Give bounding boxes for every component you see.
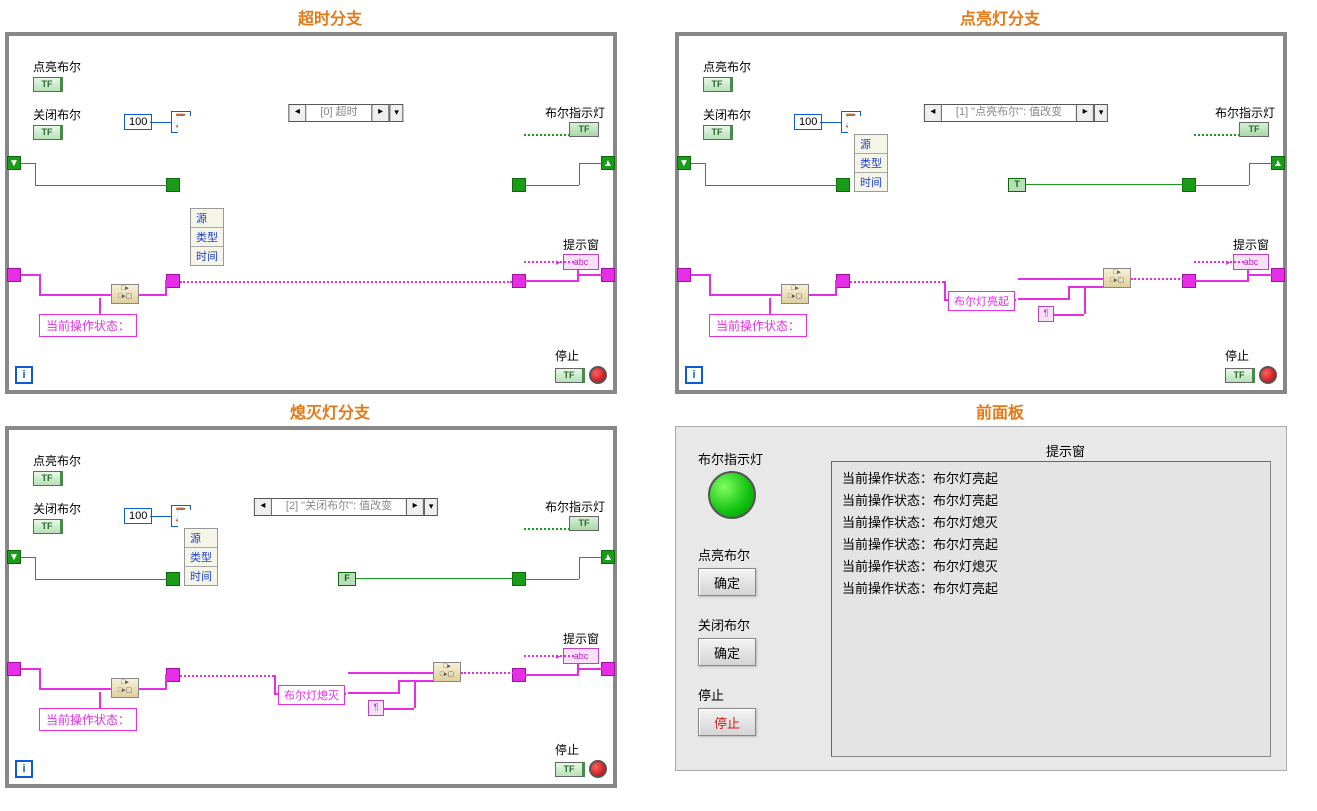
panel-front: 前面板 布尔指示灯 点亮布尔 确定 关闭布尔 确定 停止 停止 提示窗 当前操作… — [675, 399, 1317, 788]
shift-reg-left-g: ▼ — [7, 156, 21, 170]
loop-iteration-terminal: i — [685, 366, 703, 384]
title-lighton: 点亮灯分支 — [675, 5, 1317, 29]
eol-constant: ¶ — [1038, 306, 1054, 322]
log-line: 当前操作状态：布尔灯亮起 — [842, 468, 1260, 490]
layout-grid: 超时分支 i 点亮布尔 TF 关闭布尔 TF 100 ⌛ — [0, 0, 1317, 793]
front-panel: 布尔指示灯 点亮布尔 确定 关闭布尔 确定 停止 停止 提示窗 当前操作状态：布… — [675, 426, 1287, 771]
event-structure[interactable]: ◂ [2] "关闭布尔": 值改变 ▸ ▾ 源 类型 时间 F — [168, 500, 524, 708]
panel-timeout: 超时分支 i 点亮布尔 TF 关闭布尔 TF 100 ⌛ — [5, 5, 655, 394]
led-label: 布尔指示灯 — [698, 449, 763, 468]
controls-group: 点亮布尔 TF 关闭布尔 TF — [33, 58, 81, 154]
stop-button[interactable]: 停止 — [698, 708, 756, 736]
status-string-constant: 当前操作状态： — [39, 314, 137, 337]
log-line: 当前操作状态：布尔灯熄灭 — [842, 512, 1260, 534]
panel-lighton: 点亮灯分支 i 点亮布尔TF 关闭布尔TF 100 ⌛ ◂ [1] "点亮布尔"… — [675, 5, 1317, 394]
indicator-label: 布尔指示灯 — [545, 104, 605, 121]
concat-strings-node: □▸□▸▢ — [111, 284, 139, 304]
shift-reg-left-p — [7, 268, 21, 282]
light-off-string: 布尔灯熄灭 — [278, 685, 345, 705]
loop-condition-terminal — [589, 366, 607, 384]
title-front: 前面板 — [675, 399, 1317, 423]
tunnel-in-green — [166, 178, 180, 192]
prompt-label: 提示窗 — [563, 236, 599, 253]
stop-label: 停止 — [555, 347, 607, 364]
stop-block: 停止 TF — [555, 347, 607, 384]
ctrl-off-terminal: TF — [33, 125, 63, 140]
ctrl-off-label: 关闭布尔 — [33, 106, 81, 123]
title-timeout: 超时分支 — [5, 5, 655, 29]
concat-strings-node: □▸□▸▢ — [1103, 268, 1131, 288]
btn-group-stop: 停止 停止 — [698, 685, 756, 736]
light-off-button[interactable]: 确定 — [698, 638, 756, 666]
event-case-selector[interactable]: ◂ [2] "关闭布尔": 值改变 ▸ ▾ — [254, 498, 438, 516]
panel-lightoff: 熄灭灯分支 i 点亮布尔TF 关闭布尔TF 100 ⌛ ◂ [2] "关闭布尔"… — [5, 399, 655, 788]
event-data-node: 源 类型 时间 — [854, 134, 888, 192]
stop-control-terminal: TF — [555, 368, 585, 383]
btn-group-off: 关闭布尔 确定 — [698, 615, 756, 666]
tunnel-in-pink — [166, 274, 180, 288]
while-loop-frame-2: i 点亮布尔TF 关闭布尔TF 100 ⌛ ◂ [1] "点亮布尔": 值改变 … — [675, 32, 1287, 394]
case-dropdown-icon[interactable]: ▾ — [390, 104, 404, 122]
ctrl-on-label: 点亮布尔 — [33, 58, 81, 75]
title-lightoff: 熄灭灯分支 — [5, 399, 655, 423]
btn-group-on: 点亮布尔 确定 — [698, 545, 756, 596]
while-loop-frame-3: i 点亮布尔TF 关闭布尔TF 100 ⌛ ◂ [2] "关闭布尔": 值改变 … — [5, 426, 617, 788]
loop-iteration-terminal: i — [15, 366, 33, 384]
event-case-selector[interactable]: ◂ [1] "点亮布尔": 值改变 ▸ ▾ — [924, 104, 1108, 122]
bool-true-constant: T — [1008, 178, 1026, 192]
event-data-node: 源 类型 时间 — [190, 208, 224, 266]
wire-pink-through — [180, 281, 512, 283]
light-on-button[interactable]: 确定 — [698, 568, 756, 596]
while-loop-frame: i 点亮布尔 TF 关闭布尔 TF 100 ⌛ — [5, 32, 617, 394]
log-textbox[interactable]: 当前操作状态：布尔灯亮起当前操作状态：布尔灯亮起当前操作状态：布尔灯熄灭当前操作… — [831, 461, 1271, 757]
log-line: 当前操作状态：布尔灯亮起 — [842, 490, 1260, 512]
bool-led-indicator — [708, 471, 756, 519]
bool-false-constant: F — [338, 572, 356, 586]
light-on-string: 布尔灯亮起 — [948, 291, 1015, 311]
log-label: 提示窗 — [1046, 441, 1085, 460]
event-case-selector[interactable]: ◂ [0] 超时 ▸ ▾ — [288, 104, 403, 122]
bool-indicator-terminal: TF — [569, 122, 599, 137]
case-next-icon[interactable]: ▸ — [372, 104, 390, 122]
log-line: 当前操作状态：布尔灯亮起 — [842, 578, 1260, 600]
timeout-constant: 100 — [124, 114, 152, 130]
ctrl-on-terminal: TF — [33, 77, 63, 92]
log-line: 当前操作状态：布尔灯熄灭 — [842, 556, 1260, 578]
event-structure[interactable]: ◂ [0] 超时 ▸ ▾ 源 类型 时间 — [168, 106, 524, 314]
case-prev-icon[interactable]: ◂ — [288, 104, 306, 122]
event-structure[interactable]: ◂ [1] "点亮布尔": 值改变 ▸ ▾ 源 类型 时间 T — [838, 106, 1194, 314]
event-case-label: [0] 超时 — [306, 104, 371, 122]
log-line: 当前操作状态：布尔灯亮起 — [842, 534, 1260, 556]
